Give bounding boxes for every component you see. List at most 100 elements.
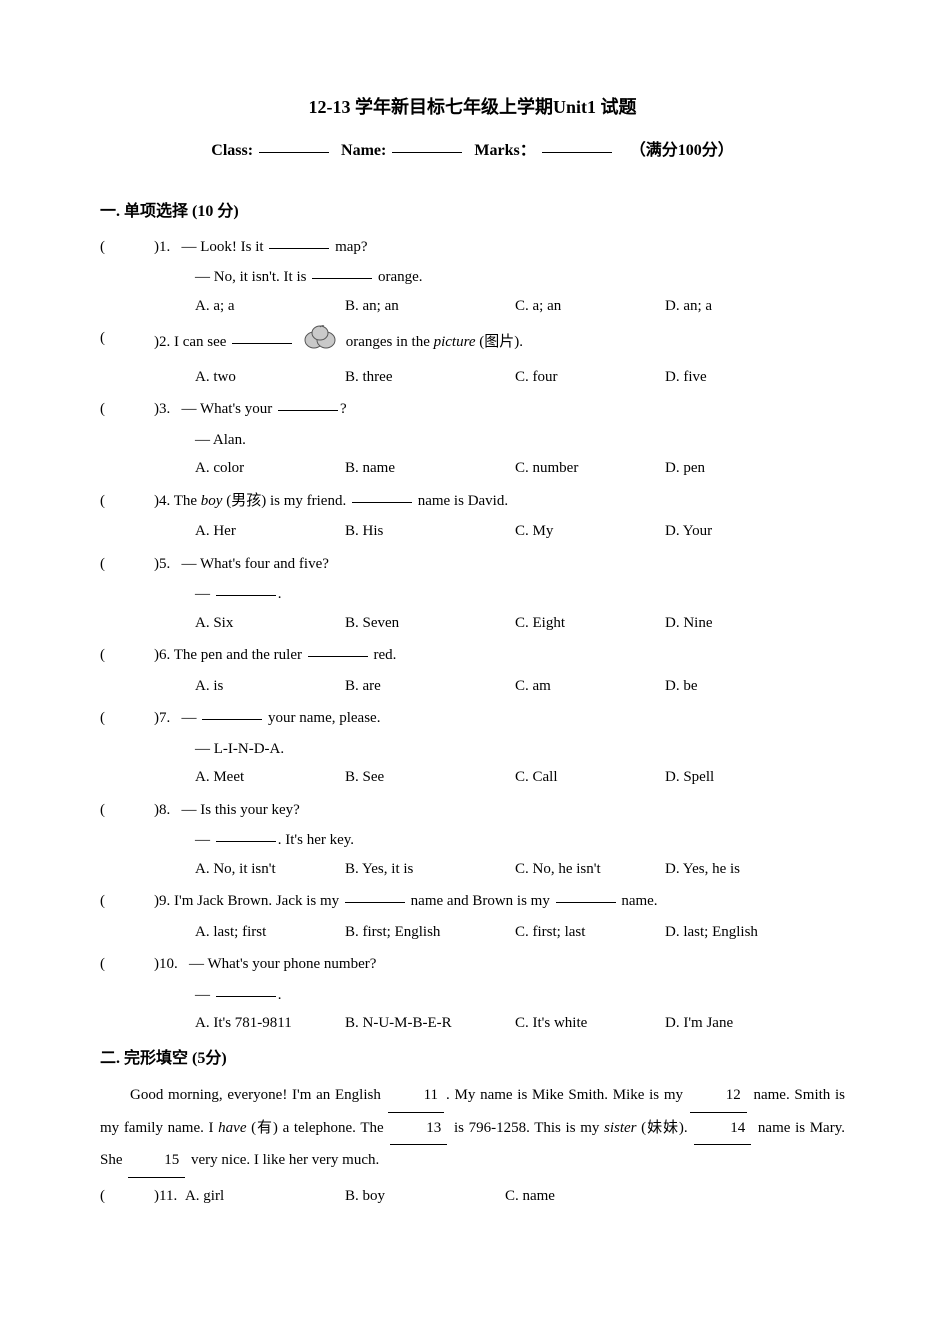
q6-opt-d[interactable]: D. be [665, 672, 845, 701]
q10: ( )10. — What's your phone number? [100, 950, 845, 979]
q2-opt-d[interactable]: D. five [665, 363, 845, 392]
q6-stem: )6. The pen and the ruler red. [154, 641, 845, 670]
oranges-icon [302, 324, 338, 361]
full-marks: （满分100分） [630, 142, 734, 159]
q3-opt-b[interactable]: B. name [345, 454, 515, 483]
q9-stem: )9. I'm Jack Brown. Jack is my name and … [154, 887, 845, 916]
paren-left: ( [100, 641, 120, 670]
q1-opt-d[interactable]: D. an; a [665, 292, 845, 321]
q3-num: )3. [154, 401, 170, 417]
q4: ( )4. The boy (男孩) is my friend. name is… [100, 487, 845, 516]
q3-line2: — Alan. [100, 426, 845, 455]
q11-opt-c[interactable]: C. name [505, 1182, 845, 1211]
cloze-blank-15[interactable]: 15 [128, 1145, 185, 1178]
q7-opt-d[interactable]: D. Spell [665, 763, 845, 792]
q10-num: )10. [154, 956, 178, 972]
paren-left: ( [100, 233, 120, 262]
q10-line1: — What's your phone number? [189, 956, 376, 972]
q11: ( )11. A. girl B. boy C. name [100, 1182, 845, 1211]
cloze-blank-13[interactable]: 13 [390, 1113, 447, 1146]
q4-opt-b[interactable]: B. His [345, 517, 515, 546]
paren-left: ( [100, 796, 120, 825]
q7-opt-b[interactable]: B. See [345, 763, 515, 792]
q7-opt-c[interactable]: C. Call [515, 763, 665, 792]
q6-opt-a[interactable]: A. is [195, 672, 345, 701]
q1-line2: — No, it isn't. It is orange. [100, 263, 845, 292]
q5: ( )5. — What's four and five? [100, 550, 845, 579]
q5-opt-b[interactable]: B. Seven [345, 609, 515, 638]
q5-line1: — What's four and five? [182, 556, 329, 572]
q5-opt-c[interactable]: C. Eight [515, 609, 665, 638]
paren-left: ( [100, 1182, 120, 1211]
q6: ( )6. The pen and the ruler red. [100, 641, 845, 670]
q4-opt-c[interactable]: C. My [515, 517, 665, 546]
q2-opt-b[interactable]: B. three [345, 363, 515, 392]
q2-stem: )2. I can see oranges in the picture (图片… [154, 334, 523, 350]
q11-opt-a[interactable]: A. girl [185, 1182, 345, 1211]
q2-opt-c[interactable]: C. four [515, 363, 665, 392]
q10-opt-d[interactable]: D. I'm Jane [665, 1009, 845, 1038]
marks-label: Marks： [474, 142, 535, 159]
name-blank[interactable] [392, 137, 462, 153]
q1-line1: — Look! Is it map? [182, 239, 368, 255]
q1: ( )1. — Look! Is it map? [100, 233, 845, 262]
q6-opt-c[interactable]: C. am [515, 672, 665, 701]
q7-num: )7. [154, 710, 170, 726]
q8-opt-c[interactable]: C. No, he isn't [515, 855, 665, 884]
q1-num: )1. [154, 239, 170, 255]
q5-num: )5. [154, 556, 170, 572]
q5-opt-d[interactable]: D. Nine [665, 609, 845, 638]
q8: ( )8. — Is this your key? [100, 796, 845, 825]
q1-opt-c[interactable]: C. a; an [515, 292, 665, 321]
q7-opt-a[interactable]: A. Meet [195, 763, 345, 792]
q5-line2: — . [100, 580, 845, 609]
q7-line1: — your name, please. [182, 710, 381, 726]
q11-opt-b[interactable]: B. boy [345, 1182, 505, 1211]
class-blank[interactable] [259, 137, 329, 153]
q3: ( )3. — What's your ? [100, 395, 845, 424]
q2-opt-a[interactable]: A. two [195, 363, 345, 392]
name-label: Name: [341, 142, 386, 159]
cloze-blank-12[interactable]: 12 [690, 1080, 747, 1113]
section2-heading: 二. 完形填空 (5分) [100, 1044, 845, 1074]
q10-opt-b[interactable]: B. N-U-M-B-E-R [345, 1009, 515, 1038]
q3-opt-d[interactable]: D. pen [665, 454, 845, 483]
q1-opt-b[interactable]: B. an; an [345, 292, 515, 321]
q3-opt-a[interactable]: A. color [195, 454, 345, 483]
cloze-passage: Good morning, everyone! I'm an English 1… [100, 1080, 845, 1178]
marks-blank[interactable] [542, 137, 612, 153]
q8-opt-b[interactable]: B. Yes, it is [345, 855, 515, 884]
q8-opt-a[interactable]: A. No, it isn't [195, 855, 345, 884]
paren-left: ( [100, 324, 120, 353]
page-title: 12-13 学年新目标七年级上学期Unit1 试题 [100, 90, 845, 124]
q3-line1: — What's your ? [182, 401, 347, 417]
class-label: Class: [211, 142, 253, 159]
paren-left: ( [100, 950, 120, 979]
q3-opt-c[interactable]: C. number [515, 454, 665, 483]
paren-left: ( [100, 887, 120, 916]
q9-opt-c[interactable]: C. first; last [515, 918, 665, 947]
paren-left: ( [100, 550, 120, 579]
q8-line2: — . It's her key. [100, 826, 845, 855]
q10-line2: — . [100, 981, 845, 1010]
q8-opt-d[interactable]: D. Yes, he is [665, 855, 845, 884]
q7-line2: — L-I-N-D-A. [100, 735, 845, 764]
q10-opt-c[interactable]: C. It's white [515, 1009, 665, 1038]
q8-line1: — Is this your key? [182, 802, 300, 818]
q4-stem: )4. The boy (男孩) is my friend. name is D… [154, 487, 845, 516]
q2: ( )2. I can see oranges in the picture (… [100, 324, 845, 361]
q4-opt-a[interactable]: A. Her [195, 517, 345, 546]
q4-opt-d[interactable]: D. Your [665, 517, 845, 546]
cloze-blank-14[interactable]: 14 [694, 1113, 751, 1146]
cloze-blank-11[interactable]: 11 [388, 1080, 444, 1113]
q6-opt-b[interactable]: B. are [345, 672, 515, 701]
q10-opt-a[interactable]: A. It's 781-9811 [195, 1009, 345, 1038]
q9-opt-b[interactable]: B. first; English [345, 918, 515, 947]
paren-left: ( [100, 487, 120, 516]
paren-left: ( [100, 704, 120, 733]
q1-opt-a[interactable]: A. a; a [195, 292, 345, 321]
q9-opt-a[interactable]: A. last; first [195, 918, 345, 947]
q9: ( )9. I'm Jack Brown. Jack is my name an… [100, 887, 845, 916]
q5-opt-a[interactable]: A. Six [195, 609, 345, 638]
q9-opt-d[interactable]: D. last; English [665, 918, 845, 947]
